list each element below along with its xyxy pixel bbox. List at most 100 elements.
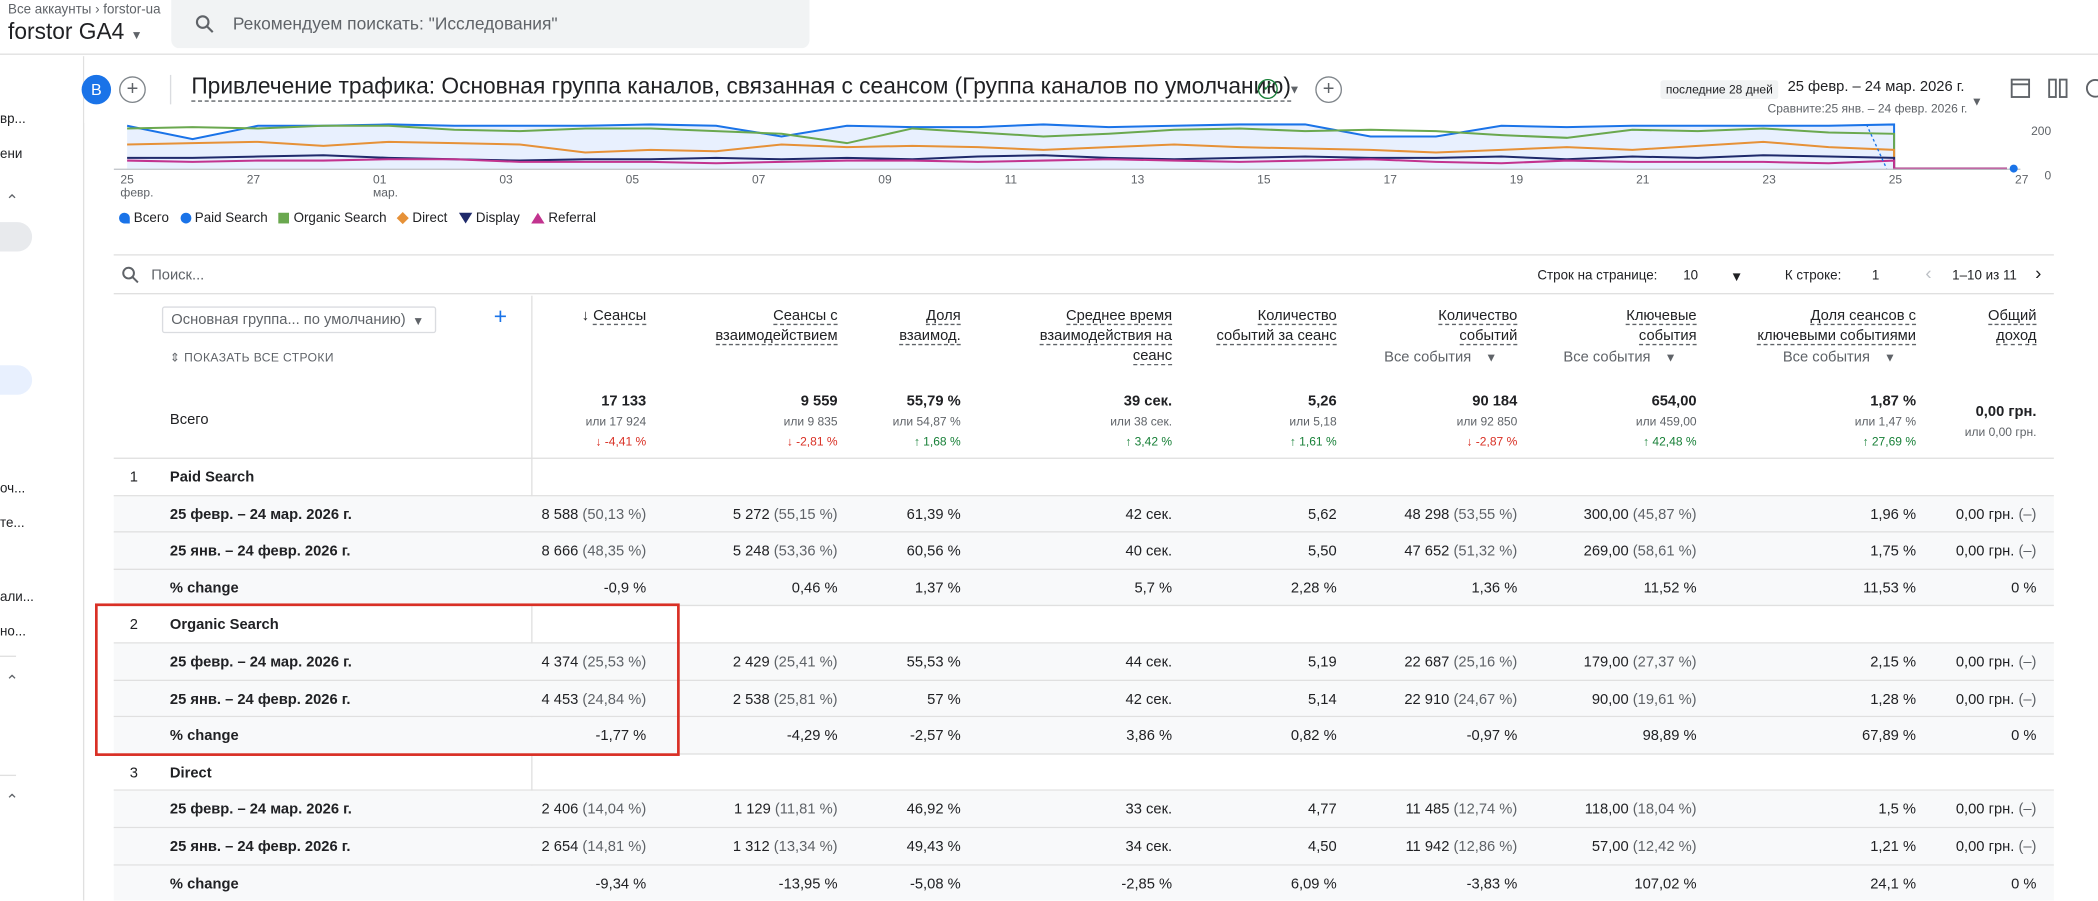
table-cell: 11,52 % — [1644, 580, 1697, 596]
column-header[interactable]: ↓ Сеансы — [582, 306, 647, 326]
cell-share: (53,55 %) — [1453, 506, 1518, 523]
date-range[interactable]: 25 февр. – 24 мар. 2026 г. — [1787, 78, 1965, 95]
chevron-up-icon[interactable]: ⌃ — [5, 191, 19, 211]
rows-per-page-select[interactable]: 10 — [1683, 268, 1699, 284]
table-row[interactable]: 25 февр. – 24 мар. 2026 г. 8 588 (50,13 %… — [113, 495, 2054, 533]
column-header[interactable]: Ключевые события — [1626, 306, 1697, 346]
event-filter-select[interactable]: Все события ▼ — [1563, 349, 1676, 365]
legend-label: Всего — [133, 211, 169, 227]
caret-down-icon[interactable]: ▼ — [1970, 94, 1983, 109]
column-header[interactable]: Доля взаимод. — [899, 306, 961, 346]
group-row[interactable]: 1 Paid Search — [113, 459, 2054, 496]
sort-down-icon[interactable]: ↓ — [581, 307, 594, 324]
nav-item[interactable]: вр... — [0, 112, 26, 128]
chevron-up-icon[interactable]: ⌃ — [5, 790, 19, 810]
cell-value: 4,50 — [1308, 838, 1337, 855]
table-cell: 1 312 (13,34 %) — [733, 839, 838, 855]
table-cell: 1,5 % — [1878, 802, 1916, 818]
table-cell: 2 538 (25,81 %) — [733, 691, 838, 707]
legend-referral[interactable]: Referral — [530, 211, 596, 226]
cell-value: 67,89 % — [1862, 728, 1917, 745]
check-circle-icon[interactable]: ✓ — [1257, 78, 1278, 100]
table-cell: 0,00 грн. (–) — [1956, 839, 2037, 855]
nav-item[interactable]: но... — [0, 624, 26, 640]
x-tick-label: 25 февр. — [120, 172, 153, 199]
nav-active[interactable] — [0, 365, 33, 395]
table-header: Основная группа... по умолчанию) ▼ + ⇕ ПО… — [113, 295, 2054, 459]
cell-value: 0,82 % — [1290, 728, 1337, 745]
table-row[interactable]: 25 февр. – 24 мар. 2026 г. 2 406 (14,04 %… — [113, 791, 2054, 829]
table-cell: 4,50 — [1308, 839, 1337, 855]
global-search[interactable]: Рекомендуем поискать: "Исследования" — [171, 0, 810, 49]
breadcrumb-account[interactable]: forstor-ua — [103, 2, 161, 18]
dimension-select-label: Основная группа... по умолчанию) — [171, 311, 406, 328]
table-row[interactable]: % change -9,34 % -13,95 % -5,08 % -2,85 % 6,0… — [113, 865, 2054, 901]
table-cell: 0,46 % — [792, 580, 838, 596]
nav-item[interactable]: оч... — [0, 481, 26, 497]
event-filter-select[interactable]: Все события ▼ — [1783, 349, 1896, 365]
group-row[interactable]: 3 Direct — [113, 754, 2054, 792]
table-cell: 44 сек. — [1126, 654, 1173, 670]
avatar[interactable]: B — [81, 74, 112, 105]
breadcrumb[interactable]: Все аккаунты › forstor-ua — [8, 3, 161, 18]
cell-share: (12,86 %) — [1453, 838, 1518, 855]
column-header[interactable]: Количество событий за сеанс — [1216, 306, 1337, 346]
table-row[interactable]: 25 янв. – 24 февр. 2026 г. 8 666 (48,35 %… — [113, 532, 2054, 570]
legend-total[interactable]: Всего — [119, 211, 169, 226]
table-cell: -13,95 % — [779, 876, 838, 892]
legend-display[interactable]: Display — [458, 211, 520, 227]
table-cell: 0,00 грн. (–) — [1956, 507, 2037, 523]
column-header[interactable]: Общий доход — [1988, 306, 2037, 346]
column-header-line: доход — [1996, 327, 2037, 346]
property-selector[interactable]: forstor GA4 ▼ — [8, 19, 143, 46]
legend-direct[interactable]: Direct — [396, 211, 447, 226]
legend-label: Display — [475, 211, 520, 227]
cell-share: (25,41 %) — [773, 654, 838, 671]
compare-icon[interactable] — [2047, 78, 2068, 99]
table-row[interactable]: % change -0,9 % 0,46 % 1,37 % 5,7 % 2,28 % 1,3… — [113, 569, 2054, 607]
add-dimension-button[interactable]: + — [493, 303, 508, 330]
table-cell: 22 687 (25,16 %) — [1404, 654, 1517, 670]
goto-row-input[interactable]: 1 — [1871, 268, 1880, 284]
cell-value: 0,00 грн. — [1955, 691, 2015, 708]
nav-item[interactable]: ени — [0, 147, 23, 162]
insights-icon[interactable] — [2085, 78, 2098, 99]
column-header[interactable]: Сеансы с взаимодействием — [715, 306, 838, 346]
nav-item[interactable]: те... — [0, 516, 25, 532]
nav-highlight[interactable] — [0, 222, 33, 252]
nav-item[interactable]: али... — [0, 590, 34, 605]
table-row[interactable]: 25 янв. – 24 февр. 2026 г. 4 453 (24,84 %… — [113, 680, 2054, 718]
cell-value: 61,39 % — [906, 506, 961, 523]
caret-down-icon[interactable]: ▼ — [1288, 82, 1301, 97]
group-row[interactable]: 2 Organic Search — [113, 607, 2054, 644]
table-row[interactable]: 25 февр. – 24 мар. 2026 г. 4 374 (25,53 %… — [113, 643, 2054, 681]
data-point — [2009, 164, 2018, 173]
cell-share: (45,87 %) — [1632, 506, 1697, 523]
total-change: ↑ 1,68 % — [913, 434, 961, 449]
column-header[interactable]: Количество событий — [1438, 306, 1518, 346]
breadcrumb-root[interactable]: Все аккаунты — [8, 2, 92, 18]
column-header[interactable]: Среднее время взаимодействия на сеанс — [1039, 306, 1173, 366]
edit-report-icon[interactable] — [2010, 78, 2031, 99]
show-all-rows-button[interactable]: ⇕ ПОКАЗАТЬ ВСЕ СТРОКИ — [170, 351, 334, 366]
prev-page-icon[interactable]: ‹ — [1925, 262, 1932, 284]
total-change: ↑ 27,69 % — [1862, 434, 1917, 449]
cell-share: (14,04 %) — [582, 801, 647, 819]
total-value: 1,87 % — [1870, 393, 1917, 410]
table-cell: 49,43 % — [907, 839, 961, 855]
table-row[interactable]: % change -1,77 % -4,29 % -2,57 % 3,86 % 0,82 … — [113, 717, 2054, 755]
column-header[interactable]: Доля сеансов с ключевыми событиями — [1757, 306, 1916, 346]
next-page-icon[interactable]: › — [2035, 262, 2042, 284]
legend-organic[interactable]: Organic Search — [278, 211, 387, 226]
event-filter-select[interactable]: Все события ▼ — [1384, 349, 1497, 365]
add-comparison-button[interactable]: + — [119, 76, 146, 104]
table-row[interactable]: 25 янв. – 24 февр. 2026 г. 2 654 (14,81 %… — [113, 828, 2054, 866]
caret-down-icon[interactable]: ▼ — [1730, 270, 1744, 285]
row-label: 25 февр. – 24 мар. 2026 г. — [169, 654, 352, 671]
chevron-up-icon[interactable]: ⌃ — [5, 671, 19, 691]
table-search-input[interactable]: Поиск... — [151, 267, 205, 284]
dimension-select[interactable]: Основная группа... по умолчанию) ▼ — [161, 306, 437, 334]
legend-paid[interactable]: Paid Search — [180, 211, 268, 226]
add-report-button[interactable]: + — [1315, 76, 1343, 104]
series-line-total — [126, 123, 2008, 170]
